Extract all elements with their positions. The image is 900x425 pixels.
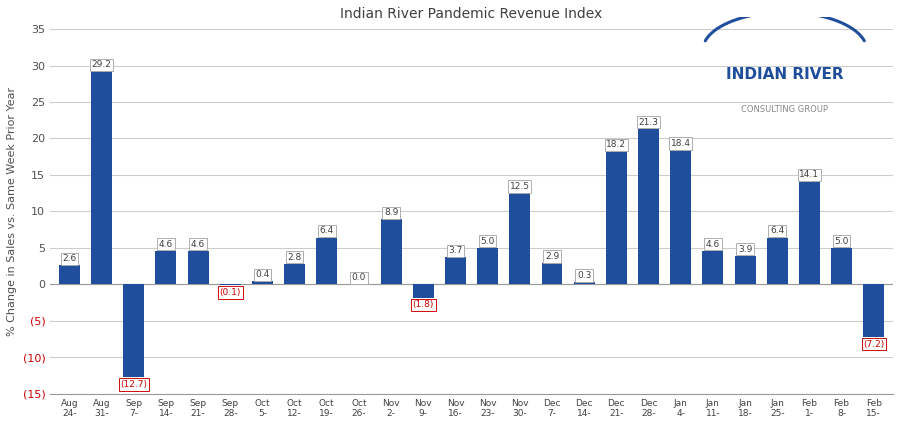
Text: 5.0: 5.0 <box>481 237 495 246</box>
Text: 0.3: 0.3 <box>577 271 591 280</box>
Text: (1.8): (1.8) <box>412 300 434 309</box>
Bar <box>59 265 80 284</box>
Text: 3.7: 3.7 <box>448 246 463 255</box>
Text: CONSULTING GROUP: CONSULTING GROUP <box>742 105 828 114</box>
Text: 2.9: 2.9 <box>544 252 559 261</box>
Bar <box>477 248 498 284</box>
Bar <box>91 71 112 284</box>
Bar <box>606 152 626 284</box>
Bar <box>123 284 144 377</box>
Bar <box>284 264 305 284</box>
Text: 6.4: 6.4 <box>320 227 334 235</box>
Text: (0.1): (0.1) <box>220 288 241 297</box>
Bar <box>509 193 530 284</box>
Bar <box>670 150 691 284</box>
Bar <box>638 129 659 284</box>
Text: 2.8: 2.8 <box>287 253 302 262</box>
Text: 4.6: 4.6 <box>191 240 205 249</box>
Text: INDIAN RIVER: INDIAN RIVER <box>726 67 843 82</box>
Bar <box>252 281 273 284</box>
Bar <box>863 284 884 337</box>
Text: 18.4: 18.4 <box>670 139 690 148</box>
Bar <box>156 251 176 284</box>
Bar <box>220 284 240 285</box>
Text: 3.9: 3.9 <box>738 245 752 254</box>
Bar <box>702 251 724 284</box>
Text: 12.5: 12.5 <box>509 182 530 191</box>
Bar <box>831 248 852 284</box>
Bar <box>734 256 755 284</box>
Text: 8.9: 8.9 <box>384 208 399 217</box>
Text: 18.2: 18.2 <box>607 140 626 150</box>
Bar <box>381 219 401 284</box>
Text: 0.4: 0.4 <box>256 270 270 279</box>
Bar <box>573 282 595 284</box>
Text: 4.6: 4.6 <box>158 240 173 249</box>
Text: (7.2): (7.2) <box>863 340 885 349</box>
Y-axis label: % Change in Sales vs. Same Week Prior Year: % Change in Sales vs. Same Week Prior Ye… <box>7 87 17 336</box>
Title: Indian River Pandemic Revenue Index: Indian River Pandemic Revenue Index <box>340 7 603 21</box>
Text: 4.6: 4.6 <box>706 240 720 249</box>
Bar <box>542 263 562 284</box>
Text: 5.0: 5.0 <box>834 237 849 246</box>
Text: 6.4: 6.4 <box>770 227 785 235</box>
Bar <box>413 284 434 297</box>
Bar <box>188 251 209 284</box>
Bar <box>316 238 338 284</box>
Text: 29.2: 29.2 <box>92 60 112 69</box>
Text: 14.1: 14.1 <box>799 170 819 179</box>
Bar <box>799 181 820 284</box>
Bar <box>767 238 788 284</box>
Text: (12.7): (12.7) <box>121 380 148 389</box>
Text: 21.3: 21.3 <box>638 118 659 127</box>
Text: 0.0: 0.0 <box>352 273 366 282</box>
Text: 2.6: 2.6 <box>62 254 77 263</box>
Bar <box>445 258 466 284</box>
